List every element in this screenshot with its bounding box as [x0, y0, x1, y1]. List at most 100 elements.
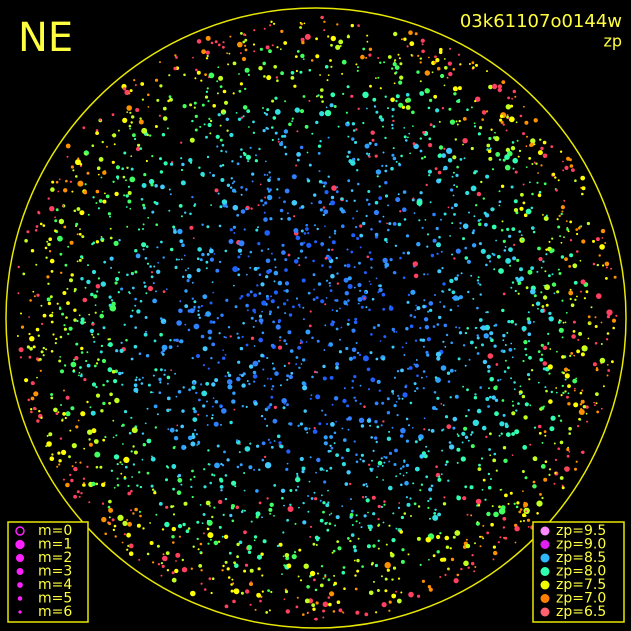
star	[505, 258, 511, 264]
star	[82, 297, 88, 303]
star	[50, 270, 54, 273]
star	[433, 94, 438, 99]
star	[346, 35, 350, 39]
star	[427, 506, 430, 509]
star	[452, 194, 455, 197]
star	[338, 608, 343, 613]
star	[319, 111, 325, 117]
star	[181, 567, 188, 573]
star	[297, 345, 301, 350]
star	[227, 373, 232, 378]
star	[351, 386, 354, 389]
star	[181, 162, 185, 167]
star	[440, 473, 443, 476]
star	[341, 505, 344, 508]
star	[281, 135, 284, 138]
star	[245, 154, 251, 160]
star	[600, 321, 603, 324]
star	[345, 111, 348, 114]
star	[329, 444, 332, 447]
star	[391, 153, 395, 157]
star	[320, 15, 324, 20]
star	[129, 111, 132, 114]
star	[487, 472, 491, 476]
star	[101, 140, 104, 144]
star	[494, 136, 500, 142]
star	[389, 258, 393, 262]
star	[551, 273, 554, 276]
star	[450, 557, 455, 562]
star	[210, 204, 213, 207]
star	[141, 127, 148, 134]
star	[465, 414, 468, 418]
star	[80, 346, 84, 351]
star	[111, 301, 116, 306]
star	[432, 325, 436, 328]
star	[384, 136, 387, 140]
star	[378, 389, 381, 392]
star	[385, 456, 388, 459]
star	[457, 86, 462, 91]
star	[481, 425, 487, 431]
star	[398, 80, 403, 85]
star	[253, 29, 256, 32]
star	[130, 416, 133, 419]
star	[265, 275, 269, 279]
star	[499, 378, 502, 381]
star	[407, 367, 410, 370]
star	[162, 290, 166, 293]
star	[354, 399, 358, 402]
star	[445, 333, 449, 337]
star	[532, 484, 537, 489]
star	[549, 249, 553, 254]
star	[208, 248, 214, 254]
star	[282, 302, 287, 306]
star	[296, 472, 299, 475]
star	[445, 545, 450, 549]
star	[412, 142, 416, 146]
star	[418, 438, 422, 441]
star	[352, 545, 357, 549]
star	[456, 495, 462, 501]
star	[174, 568, 179, 574]
star	[218, 75, 224, 81]
star	[330, 512, 333, 515]
star	[387, 107, 389, 110]
star	[240, 32, 243, 35]
star	[455, 185, 458, 188]
star	[20, 312, 22, 315]
star	[395, 331, 398, 333]
star	[126, 273, 129, 277]
star	[514, 289, 517, 293]
star	[254, 319, 257, 322]
star	[564, 257, 568, 261]
star	[568, 426, 572, 431]
star	[265, 113, 269, 116]
star	[582, 405, 587, 409]
star	[302, 613, 305, 616]
star	[357, 282, 362, 288]
star	[207, 122, 212, 128]
star	[318, 422, 322, 426]
star	[384, 262, 390, 268]
star	[268, 609, 271, 612]
star	[227, 63, 230, 66]
star	[80, 492, 83, 495]
star	[141, 183, 147, 188]
star	[479, 545, 482, 548]
star	[419, 563, 422, 567]
star	[298, 548, 302, 552]
star	[111, 518, 115, 522]
star	[435, 465, 438, 469]
star	[606, 332, 610, 335]
star	[453, 184, 456, 187]
star	[245, 589, 250, 594]
star	[362, 459, 365, 463]
star	[201, 223, 204, 226]
star	[543, 216, 549, 221]
star	[439, 532, 442, 535]
star	[241, 383, 246, 388]
star	[300, 109, 304, 114]
star	[235, 505, 240, 510]
star	[548, 316, 552, 320]
